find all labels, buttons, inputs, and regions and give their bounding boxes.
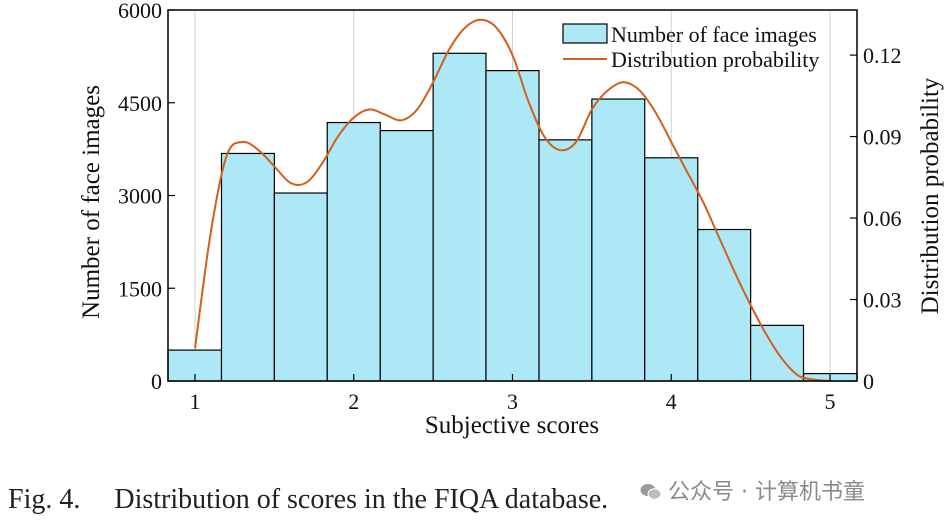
histogram-bar-4 (326, 121, 381, 382)
caption-label: Fig. 4. (8, 484, 81, 515)
histogram-bar-10 (644, 157, 699, 382)
wechat-icon (640, 484, 662, 500)
y2-tick-label-0.06: 0.06 (863, 206, 902, 231)
y-tick-label-1500: 1500 (118, 276, 162, 301)
x-tick-label-4: 4 (666, 389, 677, 414)
histogram-bar-5 (379, 129, 434, 382)
watermark-text: 公众号 · 计算机书童 (668, 480, 865, 505)
legend-label-curve: Distribution probability (611, 47, 819, 72)
histogram-bar-2 (220, 152, 275, 382)
y2-tick-label-0.03: 0.03 (863, 288, 902, 313)
histogram-bar-11 (697, 228, 752, 382)
histogram-bar-6 (432, 52, 487, 382)
y2-axis-title: Distribution probability (917, 77, 944, 314)
x-axis-title: Subjective scores (425, 412, 599, 439)
legend-swatch-bars (562, 23, 608, 44)
x-tick-label-1: 1 (189, 389, 200, 414)
legend-label-bars: Number of face images (611, 22, 817, 47)
histogram-figure: 1 2 3 4 50150030004500600000.030.060.090.12 … (78, 0, 944, 439)
figure-caption: Fig. 4. Distribution of scores in the FIQ… (8, 484, 608, 516)
x-tick-label-3: 3 (507, 389, 518, 414)
y2-tick-label-0: 0 (863, 369, 874, 394)
legend: Number of face images Distribution proba… (562, 22, 819, 72)
y-tick-label-0: 0 (151, 369, 162, 394)
histogram-bar-3 (273, 192, 328, 382)
y2-tick-label-0.09: 0.09 (863, 125, 902, 150)
probability-curve-line (194, 18, 831, 382)
caption-text: Distribution of scores in the FIQA datab… (114, 484, 609, 515)
x-tick-label-5: 5 (825, 389, 836, 414)
tick-labels: 1 2 3 4 5 0 1500 3000 4500 6000 0 0.03 0.06 0.09 0.12 (118, 0, 902, 414)
x-tick-label-2: 2 (348, 389, 359, 414)
histogram-bar-8 (538, 139, 593, 382)
histogram-bar-7 (485, 69, 540, 382)
y2-tick-label-0.12: 0.12 (863, 43, 902, 68)
y-tick-label-3000: 3000 (118, 184, 162, 209)
y-tick-label-6000: 6000 (118, 0, 162, 23)
y-tick-label-4500: 4500 (118, 91, 162, 116)
watermark: 公众号 · 计算机书童 (640, 474, 865, 506)
histogram-bar-9 (591, 98, 646, 382)
bars (167, 52, 858, 382)
axes (167, 9, 858, 382)
y-axis-title: Number of face images (78, 85, 105, 319)
probability-curve (194, 18, 831, 382)
